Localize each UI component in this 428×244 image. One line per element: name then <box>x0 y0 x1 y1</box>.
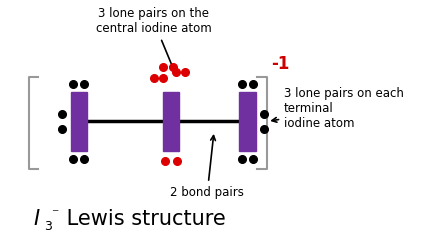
Text: 2 bond pairs: 2 bond pairs <box>170 136 244 199</box>
Text: I: I <box>33 209 40 229</box>
Text: 3 lone pairs on the
central iodine atom: 3 lone pairs on the central iodine atom <box>96 7 211 70</box>
Bar <box>163 92 179 151</box>
Text: -1: -1 <box>270 55 289 73</box>
Bar <box>71 92 87 151</box>
Text: ⁻: ⁻ <box>51 207 58 222</box>
Text: Lewis structure: Lewis structure <box>60 209 226 229</box>
Text: 3: 3 <box>44 220 52 233</box>
Bar <box>240 92 256 151</box>
Text: 3 lone pairs on each
terminal
iodine atom: 3 lone pairs on each terminal iodine ato… <box>272 87 404 130</box>
